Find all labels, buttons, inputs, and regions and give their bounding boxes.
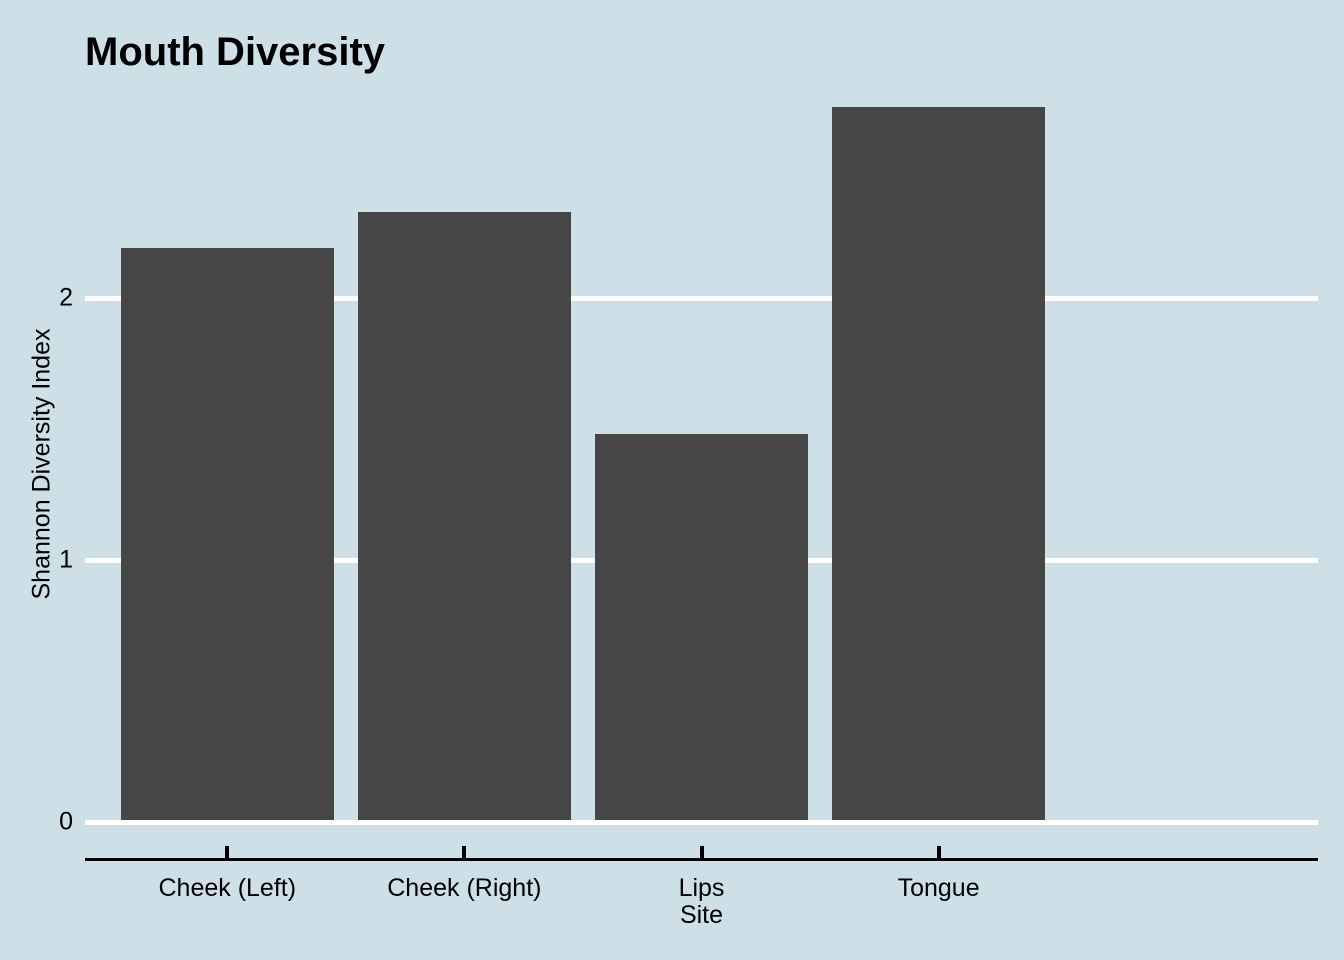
x-tick-label: Cheek (Right)	[387, 874, 542, 902]
x-axis-title: Site	[679, 901, 724, 929]
chart-title: Mouth Diversity	[85, 30, 386, 74]
y-tick-label: 1	[59, 545, 73, 574]
x-tick-1	[225, 846, 230, 858]
x-axis-line	[85, 858, 1318, 861]
x-tick-2	[462, 846, 467, 858]
x-tick-4	[936, 846, 941, 858]
bar-cheek-right	[357, 211, 572, 820]
bar-lips	[594, 434, 809, 820]
gridline-y-0	[85, 819, 1318, 825]
x-tick-label: Cheek (Left)	[158, 874, 297, 902]
y-tick-label: 0	[59, 807, 73, 836]
y-tick-label: 2	[59, 283, 73, 312]
bar-tongue	[831, 106, 1046, 820]
x-tick-label: Lips	[678, 874, 725, 902]
x-tick-label: Tongue	[897, 874, 980, 902]
bar-cheek-left	[120, 248, 334, 820]
gridline-y-2	[85, 295, 1318, 301]
x-tick-3	[699, 846, 704, 858]
